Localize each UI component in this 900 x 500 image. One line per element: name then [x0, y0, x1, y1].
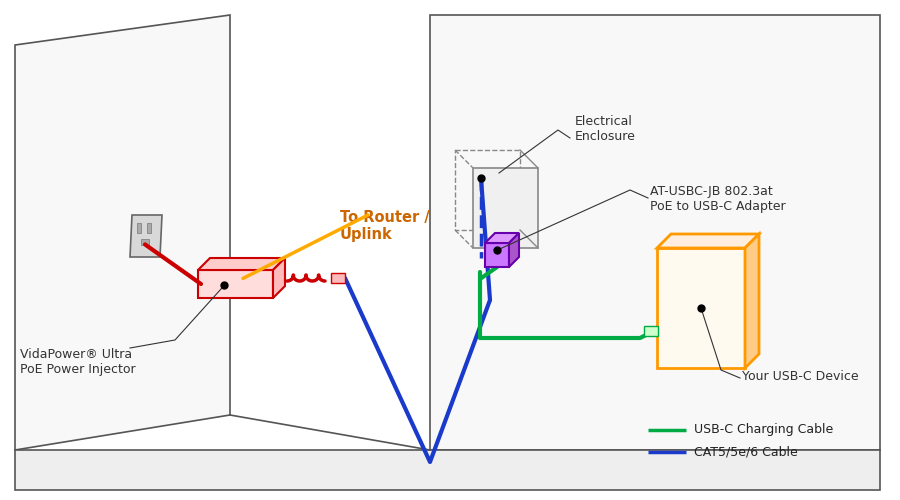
Bar: [657, 248, 745, 368]
Bar: [473, 168, 538, 248]
Text: To Router /
Uplink: To Router / Uplink: [340, 210, 430, 242]
Bar: [644, 326, 658, 336]
Text: Your USB-C Device: Your USB-C Device: [742, 370, 859, 383]
Bar: [198, 270, 273, 298]
Text: AT-USBC-JB 802.3at
PoE to USB-C Adapter: AT-USBC-JB 802.3at PoE to USB-C Adapter: [650, 185, 786, 213]
Polygon shape: [745, 234, 759, 368]
Text: CAT5/5e/6 Cable: CAT5/5e/6 Cable: [694, 446, 797, 458]
Polygon shape: [485, 233, 519, 243]
Text: USB-C Charging Cable: USB-C Charging Cable: [694, 424, 833, 436]
Bar: [141, 239, 149, 245]
Polygon shape: [430, 15, 880, 450]
Bar: [137, 223, 141, 233]
Polygon shape: [15, 15, 230, 450]
Polygon shape: [15, 450, 880, 490]
Polygon shape: [509, 233, 519, 267]
Bar: [485, 243, 509, 267]
Polygon shape: [198, 258, 285, 270]
Bar: [331, 273, 345, 283]
Bar: [455, 150, 520, 230]
Polygon shape: [657, 234, 759, 248]
Polygon shape: [130, 215, 162, 257]
Text: Electrical
Enclosure: Electrical Enclosure: [575, 115, 636, 143]
Polygon shape: [273, 258, 285, 298]
Text: VidaPower® Ultra
PoE Power Injector: VidaPower® Ultra PoE Power Injector: [20, 348, 136, 376]
Bar: [147, 223, 151, 233]
